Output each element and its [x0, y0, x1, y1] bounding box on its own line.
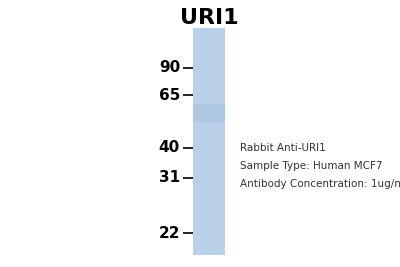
- Text: Sample Type: Human MCF7: Sample Type: Human MCF7: [240, 161, 382, 171]
- Bar: [193, 104, 225, 122]
- Text: Rabbit Anti-URI1: Rabbit Anti-URI1: [240, 143, 326, 153]
- Text: 40: 40: [159, 140, 180, 155]
- Text: 22: 22: [158, 226, 180, 241]
- Text: 90: 90: [159, 61, 180, 76]
- Text: URI1: URI1: [180, 8, 238, 28]
- Text: Antibody Concentration: 1ug/mL: Antibody Concentration: 1ug/mL: [240, 179, 400, 189]
- Bar: [193, 28, 225, 255]
- Text: 31: 31: [159, 171, 180, 186]
- Text: 65: 65: [159, 88, 180, 103]
